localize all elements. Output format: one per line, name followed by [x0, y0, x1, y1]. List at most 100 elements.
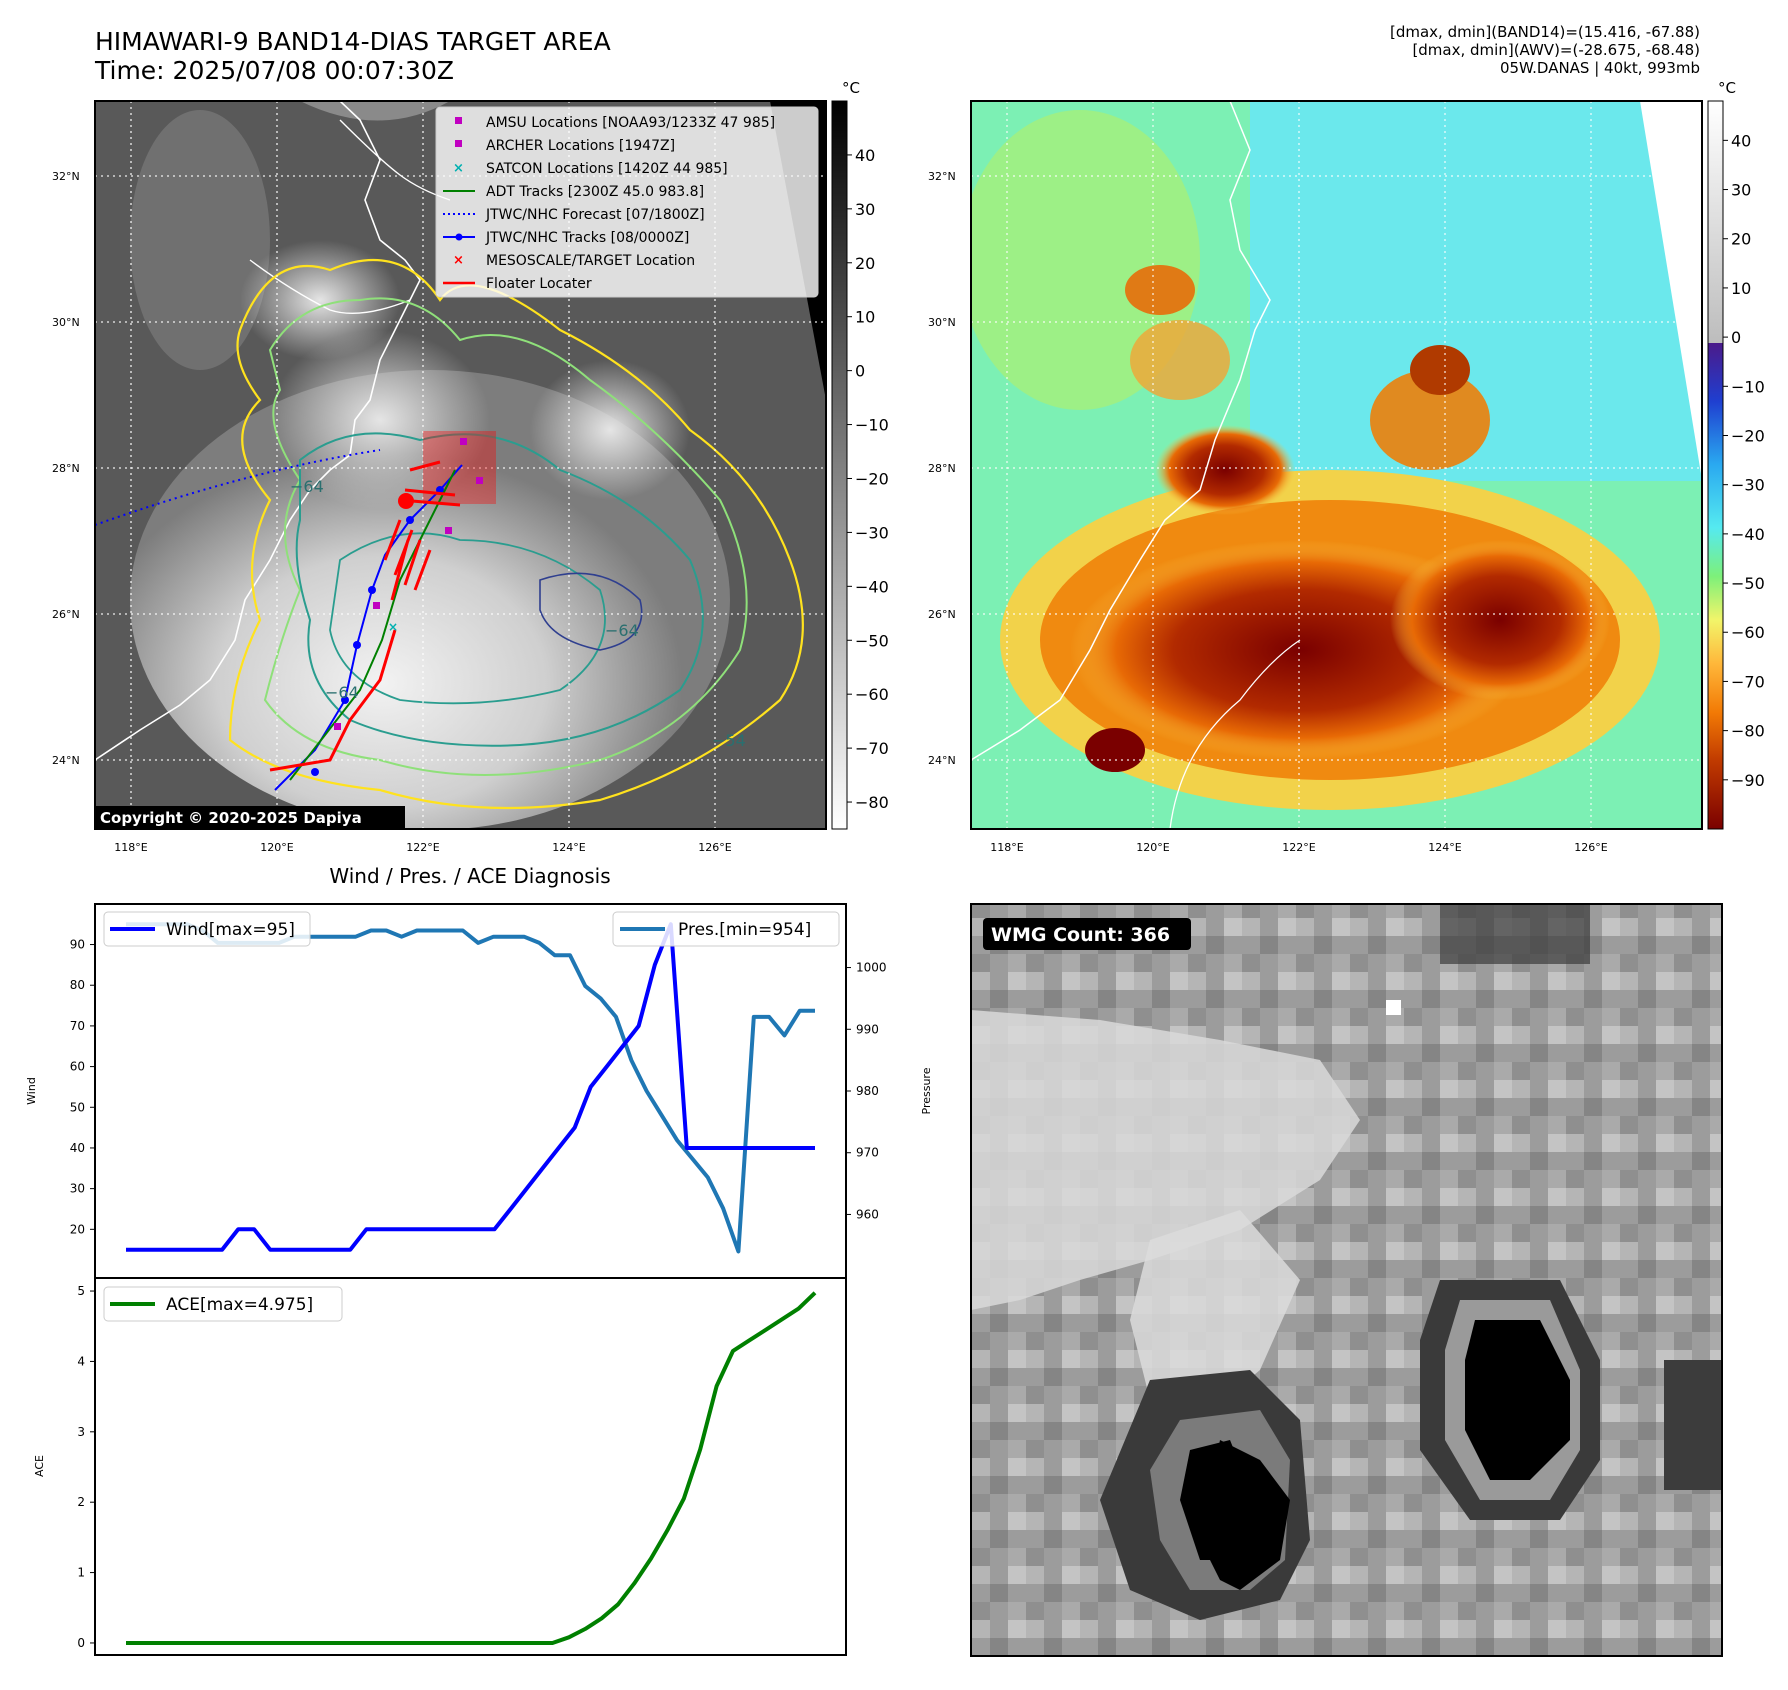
ir-colorbar	[831, 100, 848, 830]
y-tick-label: 70	[70, 1019, 85, 1033]
colorbar-tick-label: −70	[855, 739, 889, 758]
enh-coastline	[971, 101, 1271, 761]
pressure-legend-label: Pres.[min=954]	[678, 920, 811, 940]
lat-label: 30°N	[52, 316, 80, 329]
archer-square-icon	[455, 140, 462, 147]
colorbar-tick-label: 20	[855, 254, 875, 273]
enh-gridlines	[971, 101, 1702, 829]
y-tick-label: 90	[70, 938, 85, 952]
y-tick-label: 0	[77, 1636, 85, 1650]
colorbar-tick-label: 10	[855, 308, 875, 327]
enh-lat-labels: 32°N 30°N 28°N 26°N 24°N	[928, 170, 956, 767]
lat-label: 30°N	[928, 316, 956, 329]
info-line-storm: 05W.DANAS | 40kt, 993mb	[1499, 59, 1700, 77]
legend-label: JTWC/NHC Forecast [07/1800Z]	[485, 207, 705, 223]
enh-colorbar-ticks: 40 30 20 10 0 −10 −20 −30 −40 −50 −60 −70 −80 −90	[1723, 131, 1765, 790]
y-tick-label: 20	[70, 1222, 85, 1236]
contour-label: −64	[290, 477, 324, 496]
lat-label: 32°N	[52, 170, 80, 183]
y-tick-label: 3	[77, 1425, 85, 1439]
svg-text:×: ×	[388, 620, 398, 634]
y-tick-label: 990	[856, 1022, 879, 1036]
ir-lat-labels: 32°N 30°N 28°N 26°N 24°N	[52, 170, 80, 767]
wind-pressure-plot-frame	[94, 903, 847, 1279]
lon-label: 120°E	[1136, 841, 1169, 854]
pressure-axis-label: Pressure	[920, 1067, 933, 1114]
lon-label: 118°E	[114, 841, 147, 854]
legend-label: ARCHER Locations [1947Z]	[486, 138, 675, 154]
colorbar-tick-label: 0	[1731, 328, 1741, 347]
info-line-awv: [dmax, dmin](AWV)=(-28.675, -68.48)	[1412, 41, 1700, 59]
colorbar-tick-label: −50	[1731, 574, 1765, 593]
lon-label: 122°E	[1282, 841, 1315, 854]
info-line-band14: [dmax, dmin](BAND14)=(15.416, -67.88)	[1389, 23, 1700, 41]
lon-label: 118°E	[990, 841, 1023, 854]
y-tick-label: 4	[77, 1354, 85, 1368]
y-tick-label: 50	[70, 1100, 85, 1114]
y-tick-label: 80	[70, 978, 85, 992]
colorbar-tick-label: −40	[1731, 525, 1765, 544]
colorbar-tick-label: −80	[855, 793, 889, 812]
legend-label: SATCON Locations [1420Z 44 985]	[486, 161, 728, 177]
pressure-legend: Pres.[min=954]	[612, 911, 840, 947]
ir-contour-mid	[263, 297, 748, 776]
lon-label: 124°E	[552, 841, 585, 854]
ir-colorbar-unit: °C	[842, 79, 860, 97]
y-tick-label: 1000	[856, 961, 887, 975]
ace-legend: ACE[max=4.975]	[103, 1286, 343, 1322]
contour-label: −54	[712, 731, 746, 750]
lat-label: 28°N	[52, 462, 80, 475]
colorbar-tick-label: −60	[1731, 623, 1765, 642]
y-tick-label: 60	[70, 1060, 85, 1074]
jtwc-forecast-track	[95, 449, 381, 526]
enh-lon-labels: 118°E 120°E 122°E 124°E 126°E	[990, 841, 1607, 854]
colorbar-tick-label: −10	[855, 416, 889, 435]
chart-title: HIMAWARI-9 BAND14-DIAS TARGET AREA	[95, 27, 611, 56]
y-tick-label: 1	[77, 1566, 85, 1580]
wmg-count-label: WMG Count: 366	[991, 924, 1170, 946]
y-tick-label: 5	[77, 1284, 85, 1298]
colorbar-tick-label: −30	[855, 523, 889, 542]
enh-colorbar	[1707, 100, 1724, 830]
amsu-square-icon	[455, 117, 462, 124]
wind-legend-label: Wind[max=95]	[166, 920, 295, 940]
lat-label: 24°N	[52, 754, 80, 767]
info-block: [dmax, dmin](BAND14)=(15.416, -67.88) [d…	[1390, 23, 1700, 77]
colorbar-tick-label: −20	[855, 469, 889, 488]
legend-label: ADT Tracks [2300Z 45.0 983.8]	[486, 184, 704, 200]
ace-line	[126, 1291, 817, 1645]
colorbar-tick-label: 40	[1731, 131, 1751, 150]
y-tick-label: 960	[856, 1207, 879, 1221]
adt-track	[289, 469, 456, 781]
colorbar-tick-label: −20	[1731, 426, 1765, 445]
ir-colorbar-ticks: 40 30 20 10 0 −10 −20 −30 −40 −50 −60 −70 −80	[847, 146, 889, 812]
satcon-x-icon: ×	[453, 161, 464, 176]
lat-label: 24°N	[928, 754, 956, 767]
ace-axis-label: ACE	[33, 1455, 46, 1477]
colorbar-tick-label: −30	[1731, 476, 1765, 495]
colorbar-tick-label: −40	[855, 577, 889, 596]
colorbar-tick-label: 30	[1731, 181, 1751, 200]
y-tick-label: 970	[856, 1146, 879, 1160]
diagnosis-title: Wind / Pres. / ACE Diagnosis	[329, 864, 610, 888]
colorbar-tick-label: 0	[855, 362, 865, 381]
colorbar-tick-label: −50	[855, 631, 889, 650]
contour-label: −64	[605, 621, 639, 640]
legend-label: Floater Locater	[486, 276, 592, 292]
y-tick-label: 40	[70, 1141, 85, 1155]
ir-lon-labels: 118°E 120°E 122°E 124°E 126°E	[114, 841, 731, 854]
lat-label: 28°N	[928, 462, 956, 475]
copyright-label: Copyright © 2020-2025 Dapiya	[100, 809, 362, 827]
contour-label: −64	[325, 683, 359, 702]
wind-axis-label: Wind	[25, 1077, 38, 1105]
colorbar-tick-label: −70	[1731, 672, 1765, 691]
colorbar-tick-label: −60	[855, 685, 889, 704]
lat-label: 32°N	[928, 170, 956, 183]
lon-label: 126°E	[698, 841, 731, 854]
colorbar-tick-label: 40	[855, 146, 875, 165]
colorbar-tick-label: 30	[855, 200, 875, 219]
lat-label: 26°N	[52, 608, 80, 621]
wind-pressure-plot: 20 30 40 50 60 70 80 90 960 970 980 990 1000	[70, 922, 887, 1254]
mesoscale-x-icon: ×	[453, 253, 464, 268]
